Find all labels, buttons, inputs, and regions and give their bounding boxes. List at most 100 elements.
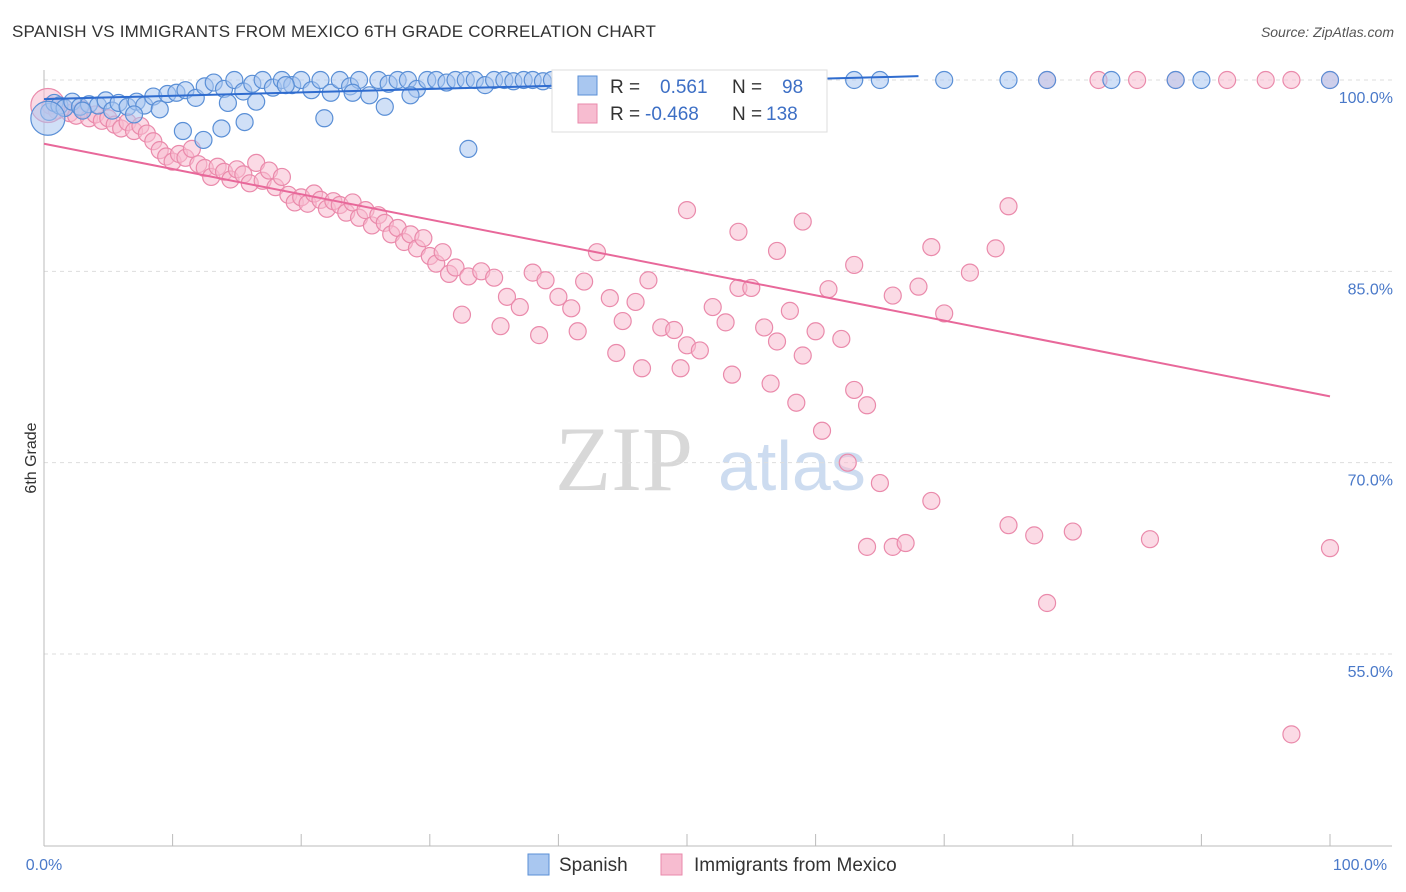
spanish-point-82 bbox=[1192, 70, 1211, 90]
mexico-point-75 bbox=[600, 289, 619, 308]
mexico-point-101 bbox=[671, 359, 690, 378]
mexico-point-108 bbox=[922, 491, 941, 511]
spanish-point-85 bbox=[194, 130, 213, 150]
legend-r-value-mexico: -0.468 bbox=[645, 104, 699, 125]
stats-legend: R = 0.561 N = 98 R = -0.468 N = 138 bbox=[551, 69, 828, 133]
mexico-point-103 bbox=[761, 374, 780, 393]
x-tick-label-max: 100.0% bbox=[1333, 857, 1387, 874]
mexico-point-113 bbox=[857, 537, 877, 556]
mexico-point-120 bbox=[729, 222, 748, 241]
mexico-point-93 bbox=[845, 380, 864, 400]
mexico-point-104 bbox=[787, 393, 806, 412]
bottom-legend: Spanish Immigrants from Mexico bbox=[527, 853, 897, 876]
mexico-point-118 bbox=[1320, 539, 1340, 558]
mexico-point-82 bbox=[690, 341, 709, 360]
legend-r-label-mexico: R = bbox=[610, 104, 640, 125]
mexico-point-63 bbox=[446, 258, 465, 277]
mexico-point-106 bbox=[838, 453, 857, 472]
legend-n-label-mexico: N = bbox=[732, 104, 762, 125]
spanish-point-87 bbox=[235, 112, 254, 132]
spanish-point-79 bbox=[1037, 70, 1057, 90]
trend-line-mexico bbox=[43, 142, 1331, 398]
bottom-legend-swatch-spanish bbox=[527, 853, 550, 876]
mexico-point-105 bbox=[812, 421, 832, 440]
spanish-point-32 bbox=[311, 70, 330, 90]
axes bbox=[43, 70, 1392, 847]
spanish-point-90 bbox=[375, 97, 394, 116]
y-tick-labels: 100.0% 85.0% 70.0% 55.0% bbox=[1339, 90, 1393, 681]
y-tick-label-2: 70.0% bbox=[1348, 473, 1393, 490]
spanish-point-81 bbox=[1166, 70, 1185, 90]
mexico-point-97 bbox=[530, 326, 549, 345]
mexico-point-123 bbox=[819, 280, 838, 299]
series-mexico-points bbox=[30, 70, 1340, 744]
mexico-point-84 bbox=[716, 313, 735, 332]
source-label: Source: ZipAtlas.com bbox=[1260, 24, 1394, 40]
mexico-point-76 bbox=[613, 311, 632, 331]
mexico-point-67 bbox=[497, 287, 517, 306]
spanish-point-37 bbox=[360, 86, 379, 105]
mexico-point-87 bbox=[755, 318, 774, 337]
mexico-point-102 bbox=[722, 365, 742, 384]
spanish-point-91 bbox=[459, 139, 478, 158]
spanish-point-83 bbox=[1320, 70, 1340, 90]
mexico-point-100 bbox=[632, 359, 652, 378]
mexico-point-91 bbox=[806, 322, 825, 341]
y-tick-label-0: 100.0% bbox=[1339, 90, 1393, 107]
bottom-legend-label-mexico: Immigrants from Mexico bbox=[694, 855, 897, 876]
spanish-point-75 bbox=[845, 70, 864, 90]
legend-swatch-mexico bbox=[577, 103, 598, 124]
spanish-point-88 bbox=[247, 92, 266, 111]
x-tick-label-min: 0.0% bbox=[26, 857, 62, 874]
mexico-point-95 bbox=[452, 305, 472, 324]
mexico-point-68 bbox=[510, 297, 529, 317]
x-ticks bbox=[43, 834, 1331, 846]
mexico-point-115 bbox=[1037, 593, 1057, 613]
mexico-point-125 bbox=[883, 286, 902, 305]
legend-r-value-spanish: 0.561 bbox=[660, 77, 708, 98]
mexico-point-78 bbox=[639, 271, 658, 290]
spanish-point-89 bbox=[315, 109, 334, 128]
spanish-point-95 bbox=[73, 101, 92, 120]
mexico-point-121 bbox=[767, 241, 787, 261]
spanish-point-97 bbox=[343, 83, 362, 102]
mexico-point-96 bbox=[491, 317, 510, 336]
mexico-point-71 bbox=[549, 287, 568, 306]
spanish-point-92 bbox=[401, 86, 420, 105]
mexico-point-129 bbox=[960, 263, 980, 282]
y-tick-label-3: 55.0% bbox=[1348, 664, 1393, 681]
legend-n-value-mexico: 138 bbox=[766, 104, 798, 125]
mexico-point-70 bbox=[536, 271, 555, 290]
mexico-point-128 bbox=[935, 304, 954, 323]
mexico-point-66 bbox=[485, 268, 504, 287]
spanish-point-76 bbox=[870, 70, 890, 90]
mexico-point-119 bbox=[677, 201, 697, 220]
mexico-point-58 bbox=[414, 229, 433, 248]
mexico-point-36 bbox=[272, 167, 292, 187]
mexico-point-88 bbox=[767, 332, 787, 351]
spanish-point-80 bbox=[1102, 70, 1121, 90]
mexico-point-137 bbox=[1282, 70, 1301, 90]
mexico-point-90 bbox=[793, 346, 812, 365]
mexico-point-117 bbox=[1282, 725, 1301, 744]
spanish-point-96 bbox=[276, 76, 295, 95]
y-axis-title: 6th Grade bbox=[23, 422, 40, 493]
mexico-point-89 bbox=[780, 301, 799, 320]
mexico-point-116 bbox=[1140, 530, 1160, 549]
mexico-point-130 bbox=[986, 239, 1005, 258]
chart-title: SPANISH VS IMMIGRANTS FROM MEXICO 6TH GR… bbox=[12, 22, 657, 41]
mexico-point-72 bbox=[562, 299, 581, 318]
mexico-point-122 bbox=[793, 212, 812, 231]
spanish-big-point-0 bbox=[30, 100, 66, 136]
mexico-point-61 bbox=[433, 243, 452, 262]
spanish-point-86 bbox=[212, 119, 231, 138]
y-tick-label-1: 85.0% bbox=[1348, 281, 1393, 298]
mexico-point-131 bbox=[999, 197, 1018, 216]
stats-legend-box bbox=[551, 69, 828, 133]
mexico-point-83 bbox=[703, 297, 722, 317]
legend-r-label-spanish: R = bbox=[610, 77, 640, 98]
mexico-point-111 bbox=[1063, 522, 1082, 541]
mexico-point-77 bbox=[626, 292, 645, 312]
spanish-point-94 bbox=[124, 105, 144, 124]
